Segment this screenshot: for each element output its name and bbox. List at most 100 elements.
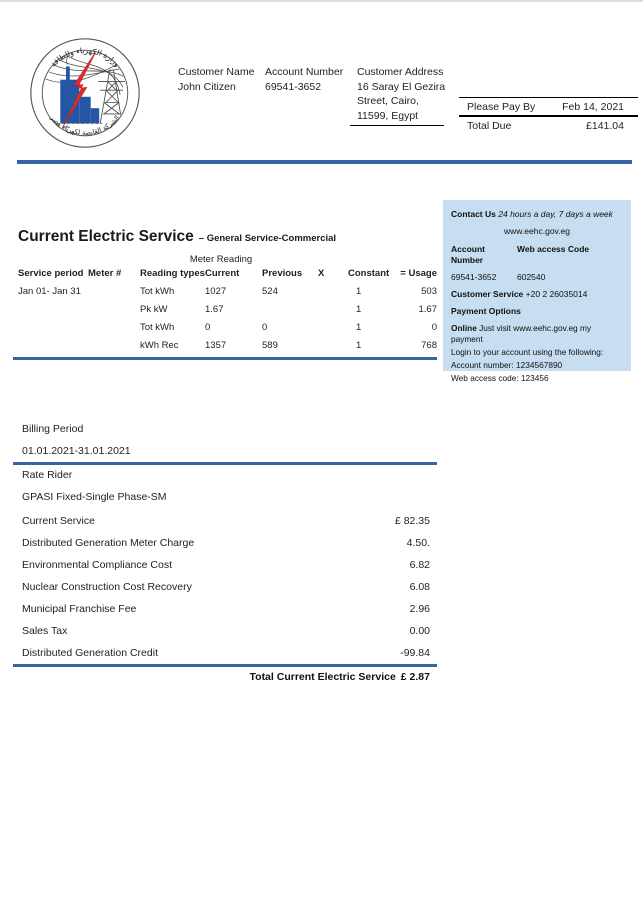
- account-number-label: Account Number: [265, 66, 344, 78]
- meter-reading-label: Meter Reading: [189, 254, 253, 265]
- charge-row: Sales Tax 0.00: [22, 625, 430, 647]
- meter-table-header: Service period Meter # Reading types Cur…: [18, 268, 437, 286]
- meter-table-bottom-rule: [13, 357, 437, 360]
- customer-name-block: Customer Name John Citizen: [178, 65, 264, 94]
- online-payment-line: Online Just visit www.eehc.gov.eg my pay…: [451, 323, 623, 345]
- contact-us-label: Contact Us: [451, 209, 496, 219]
- website-link: www.eehc.gov.eg: [504, 226, 570, 236]
- customer-name-value: John Citizen: [178, 80, 236, 93]
- meter-table-row: Jan 01- Jan 31 Tot kWh 1027 524 1 503: [18, 286, 437, 304]
- cell-reading-type: Tot kWh: [140, 286, 175, 297]
- power-plant-icon: [60, 66, 100, 124]
- customer-service-phone: +20 2 26035014: [525, 289, 588, 299]
- charge-row: Distributed Generation Meter Charge 4.50…: [22, 537, 430, 559]
- meter-table-row: Pk kW 1.67 1 1.67: [18, 304, 437, 322]
- cell-previous: 0: [262, 322, 268, 333]
- cell-constant: 1: [356, 340, 362, 351]
- charge-row: Distributed Generation Credit -99.84: [22, 647, 430, 669]
- cell-current: 1.67: [205, 304, 224, 315]
- address-underline: [350, 125, 444, 126]
- cell-constant: 1: [356, 322, 362, 333]
- customer-address-block: Customer Address 16 Saray El Gezira Stre…: [357, 65, 449, 123]
- charge-amount: 0.00: [409, 625, 430, 637]
- rate-rider-label: Rate Rider: [22, 469, 73, 481]
- cell-service-period: Jan 01- Jan 31: [18, 286, 81, 297]
- total-due-row: Total Due £141.04: [459, 117, 638, 134]
- charge-row: Current Service £ 82.35: [22, 515, 430, 537]
- contact-us-hours: 24 hours a day, 7 days a week: [498, 209, 613, 219]
- charge-row: Environmental Compliance Cost 6.82: [22, 559, 430, 581]
- section-title: Current Electric Service – General Servic…: [18, 228, 336, 246]
- pay-by-date: Feb 14, 2021: [562, 101, 624, 113]
- online-label: Online: [451, 323, 477, 333]
- paybox-divider: [459, 115, 638, 117]
- charge-label: Nuclear Construction Cost Recovery: [22, 581, 192, 593]
- address-line-1: 16 Saray El Gezira: [357, 80, 446, 93]
- col-reading-types: Reading types: [140, 268, 205, 279]
- address-line-2: Street, Cairo,: [357, 95, 419, 107]
- charge-label: Distributed Generation Credit: [22, 647, 158, 659]
- cell-usage: 0: [431, 322, 437, 333]
- col-x: X: [318, 268, 325, 279]
- cell-usage: 768: [421, 340, 437, 351]
- login-instruction: Login to your account using the followin…: [451, 347, 604, 357]
- customer-address-label: Customer Address: [357, 66, 444, 78]
- col-current: Current: [205, 268, 240, 279]
- charges-list: Current Service £ 82.35 Distributed Gene…: [22, 515, 430, 669]
- charge-amount: £ 82.35: [394, 515, 430, 527]
- cell-previous: 589: [262, 340, 278, 351]
- account-web-value-row: 69541-3652 602540: [451, 272, 623, 283]
- transmission-tower-icon: [98, 69, 125, 124]
- total-due-label: Total Due: [467, 120, 512, 132]
- cell-usage: 1.67: [418, 304, 438, 315]
- charge-amount: 6.82: [409, 559, 430, 571]
- charge-row: Municipal Franchise Fee 2.96: [22, 603, 430, 625]
- customer-service-label: Customer Service: [451, 289, 524, 299]
- pay-by-label: Please Pay By: [467, 101, 536, 113]
- meter-reading-table: Service period Meter # Reading types Cur…: [18, 268, 437, 358]
- total-label: Total Current Electric Service: [249, 671, 396, 683]
- contact-us-line: Contact Us 24 hours a day, 7 days a week: [451, 209, 623, 220]
- section-title-main: Current Electric Service: [18, 228, 194, 245]
- cell-previous: 524: [262, 286, 278, 297]
- total-rule: [13, 664, 437, 667]
- address-line-3: 11599, Egypt: [357, 109, 419, 122]
- pay-by-row: Please Pay By Feb 14, 2021: [459, 98, 638, 115]
- customer-service-line: Customer Service +20 2 26035014: [451, 289, 623, 300]
- billing-period-rule: [13, 462, 437, 465]
- customer-name-label: Customer Name: [178, 66, 255, 78]
- billing-period-value: 01.01.2021-31.01.2021: [22, 445, 131, 457]
- cell-reading-type: Pk kW: [140, 304, 168, 315]
- online-text: Just visit www.eehc.gov.eg my payment: [451, 323, 592, 344]
- cell-reading-type: Tot kWh: [140, 322, 175, 333]
- charge-label: Municipal Franchise Fee: [22, 603, 137, 615]
- box-account-number-value: 69541-3652: [451, 272, 497, 282]
- total-due-amount: £141.04: [586, 120, 624, 132]
- meter-table-row: Tot kWh 0 0 1 0: [18, 322, 437, 340]
- cell-current: 1027: [205, 286, 227, 297]
- login-account-number: Account number: 1234567890: [451, 360, 563, 370]
- payment-options-label: Payment Options: [451, 306, 521, 316]
- charge-label: Environmental Compliance Cost: [22, 559, 172, 571]
- rate-plan-value: GPASI Fixed-Single Phase-SM: [22, 491, 167, 503]
- cell-current: 0: [205, 322, 211, 333]
- charge-row: Nuclear Construction Cost Recovery 6.08: [22, 581, 430, 603]
- cell-constant: 1: [356, 304, 362, 315]
- login-web-access-code: Web access code: 123456: [451, 373, 549, 383]
- web-access-code-value: 602540: [517, 272, 546, 282]
- account-number-block: Account Number 69541-3652: [265, 65, 355, 94]
- col-service-period: Service period: [18, 268, 84, 279]
- charge-label: Distributed Generation Meter Charge: [22, 537, 195, 549]
- payment-due-box: Please Pay By Feb 14, 2021 Total Due £14…: [459, 97, 638, 134]
- section-title-sub: – General Service-Commercial: [198, 233, 337, 244]
- cell-constant: 1: [356, 286, 362, 297]
- charge-amount: 6.08: [409, 581, 430, 593]
- cell-usage: 503: [421, 286, 437, 297]
- charge-amount: -99.84: [400, 647, 430, 659]
- cell-current: 1357: [205, 340, 227, 351]
- meter-table-row: kWh Rec 1357 589 1 768: [18, 340, 437, 358]
- account-web-header-row: Account Number Web access Code: [451, 244, 623, 266]
- charge-amount: 2.96: [409, 603, 430, 615]
- total-amount: £ 2.87: [400, 671, 430, 683]
